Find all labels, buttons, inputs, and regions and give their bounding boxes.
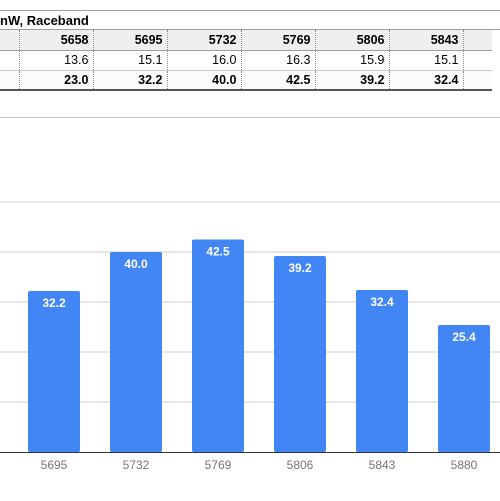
- table-cell[interactable]: 16.0: [167, 50, 242, 71]
- bar-value-label: 42.5: [206, 245, 230, 259]
- chart-area: 32.2 5695 40.0 5732 42.5 5769 39.2 5806 32.4 5843…: [0, 117, 500, 501]
- table-cell[interactable]: 32.2: [93, 70, 168, 91]
- table-cell[interactable]: [463, 50, 492, 71]
- table-cell[interactable]: 16.3: [241, 50, 316, 71]
- bar: [356, 290, 408, 452]
- table-cell[interactable]: 15.9: [315, 50, 390, 71]
- x-tick-label: 5769: [205, 458, 232, 472]
- table-cell[interactable]: 13.6: [19, 50, 94, 71]
- x-tick-label: 5695: [41, 458, 68, 472]
- bar-value-label: 32.4: [370, 295, 394, 309]
- bar: [438, 325, 490, 452]
- table-header-row: 5658 5695 5732 5769 5806 5843: [0, 30, 492, 51]
- table-cell[interactable]: [0, 70, 20, 91]
- column-header-cell[interactable]: 5732: [167, 30, 242, 51]
- bar: [274, 256, 326, 452]
- bar: [110, 252, 162, 452]
- table-cell[interactable]: [463, 70, 492, 91]
- column-header-cell[interactable]: 5769: [241, 30, 316, 51]
- bar-chart: 32.2 5695 40.0 5732 42.5 5769 39.2 5806 32.4 5843…: [0, 201, 500, 472]
- bar-value-label: 39.2: [288, 261, 312, 275]
- table-cell[interactable]: 32.4: [389, 70, 464, 91]
- bar-value-label: 40.0: [124, 257, 148, 271]
- column-header-cell[interactable]: 5806: [315, 30, 390, 51]
- table-row: 23.0 32.2 40.0 42.5 39.2 32.4: [0, 70, 492, 91]
- column-header-cell[interactable]: 5658: [19, 30, 94, 51]
- sheet-title: nW, Raceband: [0, 13, 89, 28]
- x-tick-label: 5880: [451, 458, 478, 472]
- table-cell[interactable]: 15.1: [93, 50, 168, 71]
- bar-value-label: 32.2: [42, 296, 66, 310]
- x-tick-label: 5806: [287, 458, 314, 472]
- x-tick-label: 5843: [369, 458, 396, 472]
- bar-value-label: 25.4: [452, 330, 476, 344]
- table-cell[interactable]: [463, 30, 492, 51]
- table-cell[interactable]: 40.0: [167, 70, 242, 91]
- column-header-cell[interactable]: 5843: [389, 30, 464, 51]
- table-cell[interactable]: 39.2: [315, 70, 390, 91]
- data-table: 5658 5695 5732 5769 5806 5843 13.6 15.1 16.0 16.3…: [0, 30, 492, 91]
- sheet-title-bar: nW, Raceband: [0, 10, 500, 30]
- table-cell[interactable]: 23.0: [19, 70, 94, 91]
- bar: [28, 291, 80, 452]
- table-cell[interactable]: 42.5: [241, 70, 316, 91]
- table-cell[interactable]: [0, 30, 20, 51]
- x-tick-label: 5732: [123, 458, 150, 472]
- table-cell[interactable]: [0, 50, 20, 71]
- table-cell[interactable]: 15.1: [389, 50, 464, 71]
- bar: [192, 239, 244, 452]
- column-header-cell[interactable]: 5695: [93, 30, 168, 51]
- table-row: 13.6 15.1 16.0 16.3 15.9 15.1: [0, 50, 492, 71]
